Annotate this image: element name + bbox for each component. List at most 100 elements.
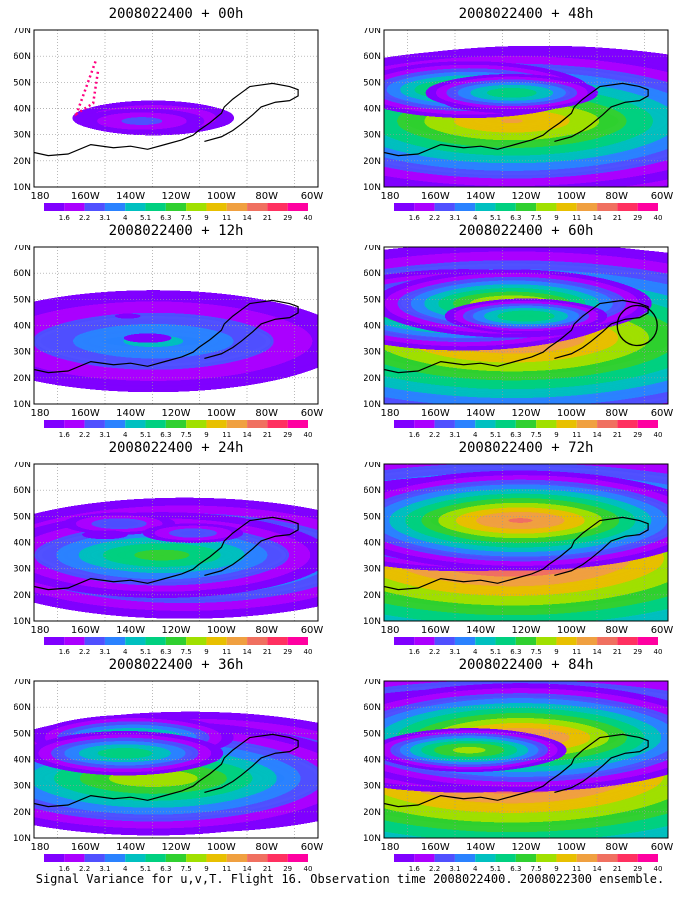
lat-label: 10N [14,400,31,410]
colorbar-swatch [287,854,308,862]
lon-label: 120W [512,625,541,636]
colorbar-swatch [145,854,166,862]
colorbar-swatch [475,854,496,862]
lon-label: 120W [512,842,541,853]
colorbar-label: 1.6 [59,214,71,222]
colorbar-swatch [576,203,598,211]
colorbar-label: 40 [304,431,313,439]
lat-label: 10N [14,834,31,844]
colorbar-swatch [576,854,598,862]
lon-label: 160W [421,191,450,202]
variance-contour [90,530,120,540]
colorbar-swatch [247,854,268,862]
colorbar-label: 4 [473,214,478,222]
colorbar-label: 29 [283,431,292,439]
lon-label: 80W [605,842,628,853]
panel-title: 2008022400 + 36h [108,657,244,673]
lon-label: 140W [116,625,145,636]
lat-label: 20N [364,808,381,818]
colorbar-label: 40 [654,865,663,873]
colorbar-label: 1.6 [59,431,71,439]
colorbar-label: 7.5 [181,431,192,439]
lon-label: 100W [207,625,236,636]
colorbar-swatch [515,854,537,862]
colorbar-swatch [84,420,105,428]
colorbar-label: 29 [633,214,642,222]
colorbar-label: 3.1 [99,431,110,439]
colorbar-label: 1.6 [409,648,421,656]
colorbar-label: 7.5 [531,865,542,873]
lon-label: 180 [380,625,399,636]
colorbar-label: 1.6 [59,648,71,656]
colorbar-swatch [536,854,557,862]
forecast-panel: 70N 60N 50N 40N 30N 20N 10N 180 160W 140W 120W 100W… [13,460,334,666]
colorbar-swatch [64,854,85,862]
lat-label: 40N [14,756,31,766]
lon-label: 160W [421,408,450,419]
colorbar-swatch [145,637,166,645]
colorbar-swatch [617,637,638,645]
colorbar-swatch [617,854,638,862]
colorbar-swatch [536,203,557,211]
colorbar-label: 2.2 [429,214,440,222]
colorbar-swatch [414,637,435,645]
colorbar-label: 14 [593,648,602,656]
colorbar-label: 7.5 [531,648,542,656]
lon-label: 120W [162,625,191,636]
colorbar-label: 5.1 [490,431,501,439]
panel-title: 2008022400 + 12h [108,223,244,239]
colorbar-swatch [84,637,105,645]
colorbar-swatch [84,203,105,211]
colorbar-label: 21 [263,214,272,222]
colorbar-swatch [287,203,308,211]
colorbar-swatch [186,854,207,862]
lon-label: 80W [255,408,278,419]
colorbar-swatch [454,203,476,211]
colorbar-label: 14 [243,214,252,222]
colorbar-label: 2.2 [79,648,90,656]
colorbar-swatch [226,854,248,862]
lat-label: 30N [14,565,31,575]
variance-contour [490,511,551,530]
colorbar-label: 11 [222,865,231,873]
colorbar-swatch [495,637,516,645]
lat-label: 60N [364,52,381,62]
colorbar-swatch [597,637,618,645]
colorbar-swatch [206,420,227,428]
colorbar-swatch [454,637,476,645]
colorbar-label: 29 [283,865,292,873]
colorbar-label: 4 [473,431,478,439]
colorbar-label: 14 [243,431,252,439]
figure-caption: Signal Variance for u,v,T. Flight 16. Ob… [35,872,665,886]
lat-label: 10N [364,834,381,844]
lat-label: 60N [14,52,31,62]
lat-label: 50N [364,295,381,305]
colorbar-swatch [44,203,65,211]
variance-contour [506,310,546,323]
lon-label: 180 [30,408,49,419]
colorbar-label: 40 [304,648,313,656]
lon-label: 60W [651,191,674,202]
colorbar-swatch [454,854,476,862]
lon-label: 160W [71,408,100,419]
lon-label: 160W [71,842,100,853]
colorbar-label: 6.3 [160,865,171,873]
colorbar-label: 6.3 [160,431,171,439]
colorbar-label: 3.1 [449,431,460,439]
colorbar-swatch [394,637,415,645]
colorbar-swatch [475,420,496,428]
lat-label: 10N [364,400,381,410]
colorbar-label: 21 [263,431,272,439]
lat-label: 70N [14,679,31,687]
lat-label: 40N [14,105,31,115]
coastline [384,299,649,374]
colorbar-label: 29 [283,214,292,222]
colorbar-label: 6.3 [510,431,521,439]
colorbar-swatch [556,420,577,428]
